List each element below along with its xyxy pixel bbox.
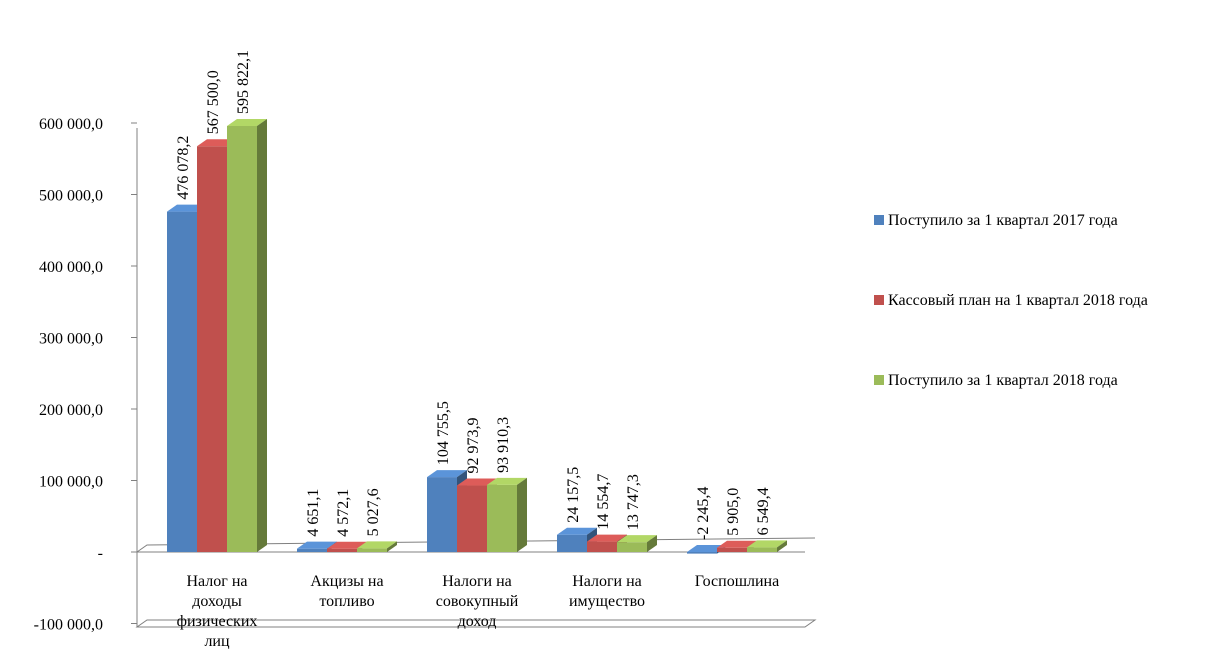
bar-series-3-cat-2 bbox=[357, 541, 397, 552]
data-label: 13 747,3 bbox=[625, 474, 642, 530]
data-label: 5 905,0 bbox=[725, 488, 742, 536]
bar-side bbox=[257, 118, 267, 553]
bar-side bbox=[647, 535, 657, 552]
data-label: 92 973,9 bbox=[465, 418, 482, 474]
floor-plane bbox=[135, 619, 817, 628]
data-label: 24 157,5 bbox=[565, 467, 582, 523]
data-label: 5 027,6 bbox=[365, 488, 382, 536]
y-tick-label: 300 000,0 bbox=[39, 331, 103, 348]
category-label: Госпошлина bbox=[695, 573, 779, 590]
y-tick-label: -100 000,0 bbox=[34, 617, 103, 634]
legend-label-series-3: Поступило за 1 квартал 2018 года bbox=[888, 372, 1118, 389]
y-tick-label: 600 000,0 bbox=[39, 116, 103, 133]
category-label: Налоги на bbox=[572, 573, 642, 590]
data-label: 567 500,0 bbox=[205, 70, 222, 134]
bar-front bbox=[557, 534, 587, 552]
bar-top bbox=[227, 118, 267, 126]
y-tick-label: - bbox=[98, 545, 103, 562]
chart-data-labels: 476 078,2 4 651,1 104 755,5 24 157,5 -2 245,… bbox=[175, 50, 772, 540]
bar-front bbox=[227, 125, 257, 553]
category-label: Налог на bbox=[186, 573, 247, 590]
legend-swatch-series-2 bbox=[874, 295, 884, 305]
y-tick-label: 400 000,0 bbox=[39, 259, 103, 276]
chart-axes: 600 000,0 500 000,0 400 000,0 300 000,0 200 … bbox=[34, 116, 817, 634]
data-label: 14 554,7 bbox=[595, 474, 612, 530]
bar-front bbox=[197, 146, 227, 553]
bar-series-3-cat-3 bbox=[487, 477, 527, 552]
legend-swatch-series-3 bbox=[874, 375, 884, 385]
bar-top bbox=[297, 541, 337, 549]
category-label: Акцизы на bbox=[310, 573, 383, 590]
bar-series-3-cat-4 bbox=[617, 535, 657, 552]
bar-front bbox=[587, 541, 617, 552]
bar-front bbox=[487, 484, 517, 552]
bar-top bbox=[357, 541, 397, 549]
data-label: 104 755,5 bbox=[435, 401, 452, 465]
data-label: 476 078,2 bbox=[175, 136, 192, 200]
bar-top bbox=[457, 478, 497, 486]
legend-label-series-2: Кассовый план на 1 квартал 2018 года bbox=[888, 292, 1148, 309]
bar-front bbox=[687, 552, 717, 554]
legend-swatch-series-1 bbox=[874, 215, 884, 225]
bar-front bbox=[617, 542, 647, 552]
category-label: доход bbox=[458, 613, 497, 630]
bar-front bbox=[357, 548, 387, 552]
bar-top bbox=[587, 534, 627, 542]
legend-item-series-3: Поступило за 1 квартал 2018 года bbox=[874, 370, 1204, 391]
y-tick-label: 200 000,0 bbox=[39, 402, 103, 419]
bar-front bbox=[747, 547, 777, 552]
bar-front bbox=[327, 548, 357, 552]
bar-top bbox=[487, 477, 527, 485]
category-label: имущество bbox=[569, 593, 645, 610]
category-label: топливо bbox=[319, 593, 374, 610]
bar-front bbox=[167, 211, 197, 553]
bar-side bbox=[777, 540, 787, 552]
category-label: физических bbox=[177, 613, 258, 630]
data-label: 93 910,3 bbox=[495, 417, 512, 473]
category-label: лиц bbox=[204, 633, 230, 650]
legend-item-series-2: Кассовый план на 1 квартал 2018 года bbox=[874, 290, 1204, 311]
bar-side bbox=[387, 541, 397, 552]
category-label: доходы bbox=[192, 593, 242, 610]
bar-top bbox=[427, 470, 467, 478]
bar-front bbox=[427, 477, 457, 552]
bar-top bbox=[747, 540, 787, 548]
bar-front bbox=[297, 548, 327, 552]
bar-top bbox=[717, 540, 757, 548]
category-label: Налоги на bbox=[442, 573, 512, 590]
data-label: 595 822,1 bbox=[235, 50, 252, 114]
data-label: 4 572,1 bbox=[335, 489, 352, 537]
bar-front bbox=[717, 547, 747, 552]
chart-category-labels: Налог на доходы физических лиц Акцизы на топл… bbox=[177, 573, 780, 650]
bar-top bbox=[327, 541, 367, 549]
y-tick-label: 100 000,0 bbox=[39, 474, 103, 491]
bar-side bbox=[517, 477, 527, 552]
data-label: 6 549,4 bbox=[755, 487, 772, 535]
legend-item-series-1: Поступило за 1 квартал 2017 года bbox=[874, 210, 1204, 231]
bar-series-3-cat-5 bbox=[747, 540, 787, 552]
legend-label-series-1: Поступило за 1 квартал 2017 года bbox=[888, 212, 1118, 229]
category-label: совокупный bbox=[436, 593, 519, 610]
bar-front bbox=[457, 485, 487, 552]
y-tick-label: 500 000,0 bbox=[39, 188, 103, 205]
bar-top bbox=[557, 527, 597, 535]
chart-bars bbox=[167, 118, 787, 554]
data-label: 4 651,1 bbox=[305, 489, 322, 537]
data-label: -2 245,4 bbox=[695, 487, 712, 540]
bar-top bbox=[617, 535, 657, 543]
bar-series-3-cat-1 bbox=[227, 118, 267, 553]
